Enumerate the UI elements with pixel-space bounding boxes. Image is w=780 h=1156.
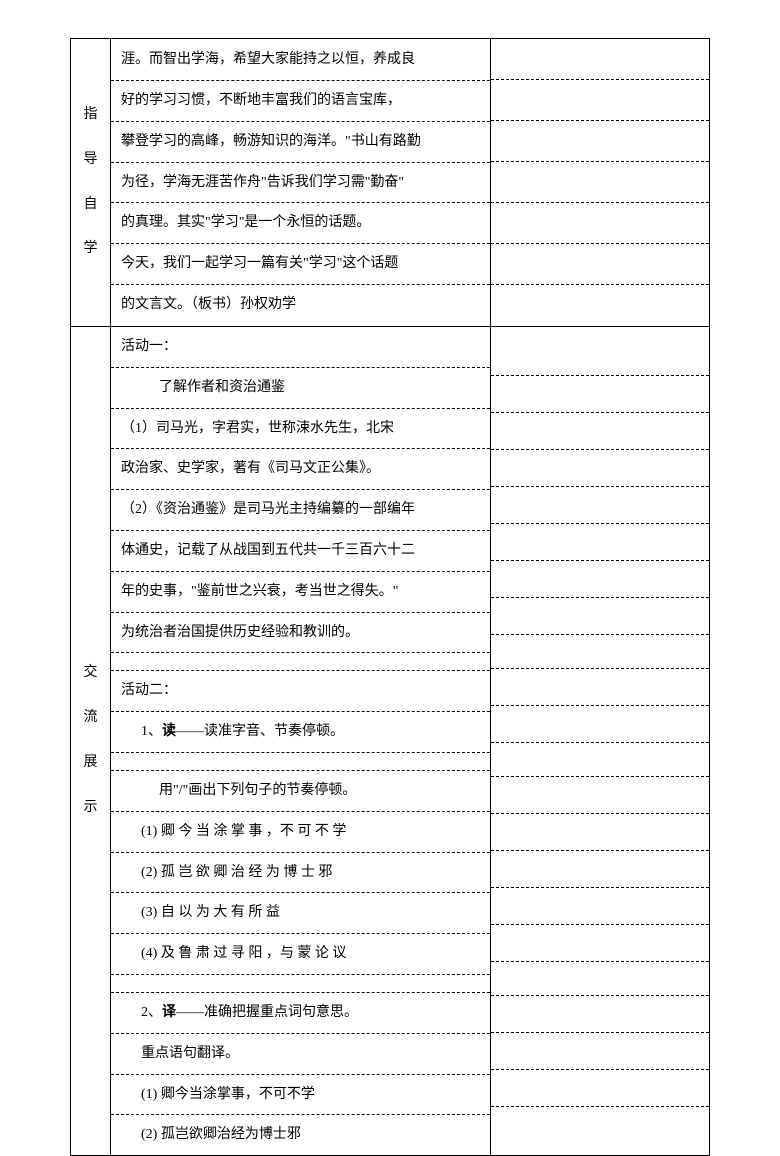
item-prefix: 1、 (141, 724, 162, 739)
right-blank (491, 244, 709, 285)
activity2-item1: 1、读——读准字音、节奏停顿。 (111, 712, 490, 753)
right-blank (491, 743, 709, 777)
right-blank (491, 80, 709, 121)
right-blank (491, 925, 709, 962)
trans-item: (1) 卿今当涂掌事，不可不学 (111, 1075, 490, 1116)
trans-title: 重点语句翻译。 (111, 1034, 490, 1075)
section1-content: 涯。而智出学海，希望大家能持之以恒，养成良 好的学习习惯，不断地丰富我们的语言宝… (111, 39, 491, 327)
item-rest: ——读准字音、节奏停顿。 (176, 724, 344, 739)
label-char: 指 (79, 93, 102, 138)
section1-label: 指 导 自 学 (71, 39, 111, 327)
right-blank (491, 376, 709, 413)
content-line: 为统治者治国提供历史经验和教训的。 (111, 613, 490, 654)
label-char: 自 (79, 183, 102, 228)
item-rest: ——准确把握重点词句意思。 (176, 1005, 358, 1020)
right-blank (491, 39, 709, 80)
pause-instruction: 用"/"画出下列句子的节奏停顿。 (111, 771, 490, 812)
empty-row (111, 753, 490, 771)
right-blank (491, 635, 709, 669)
content-line: 涯。而智出学海，希望大家能持之以恒，养成良 (111, 40, 490, 81)
content-line: 为径，学海无涯苦作舟"告诉我们学习需"勤奋" (111, 163, 490, 204)
right-blank (491, 561, 709, 598)
right-blank (491, 888, 709, 925)
section1-right (491, 39, 710, 327)
lesson-table: 指 导 自 学 涯。而智出学海，希望大家能持之以恒，养成良 好的学习习惯，不断地… (70, 38, 710, 1156)
right-blank (491, 203, 709, 244)
label-char: 交 (79, 651, 102, 696)
content-line: （2）《资治通鉴》是司马光主持编纂的一部编年 (111, 490, 490, 531)
content-line: 政治家、史学家，著有《司马文正公集》。 (111, 449, 490, 490)
right-blank (491, 1033, 709, 1070)
right-blank (491, 962, 709, 996)
right-blank (491, 339, 709, 376)
right-blank (491, 1107, 709, 1144)
right-blank (491, 669, 709, 706)
content-line: 今天，我们一起学习一篇有关"学习"这个话题 (111, 244, 490, 285)
section2-right (491, 327, 710, 1156)
right-blank (491, 777, 709, 814)
content-line: 攀登学习的高峰，畅游知识的海洋。"书山有路勤 (111, 122, 490, 163)
right-blank (491, 524, 709, 561)
activity1-subtitle: 了解作者和资治通鉴 (111, 368, 490, 409)
content-line: 年的史事，"鉴前世之兴衰，考当世之得失。" (111, 572, 490, 613)
content-line: 的文言文。（板书）孙权劝学 (111, 285, 490, 325)
activity2-item2: 2、译——准确把握重点词句意思。 (111, 993, 490, 1034)
item-prefix: 2、 (141, 1005, 162, 1020)
label-char: 导 (79, 138, 102, 183)
right-blank (491, 1070, 709, 1107)
right-blank (491, 706, 709, 743)
right-blank (491, 413, 709, 450)
trans-item: (2) 孤岂欲卿治经为博士邪 (111, 1115, 490, 1155)
pause-item: (3) 自 以 为 大 有 所 益 (111, 893, 490, 934)
content-line: （1）司马光，字君实，世称涑水先生，北宋 (111, 409, 490, 450)
section2-content: 活动一： 了解作者和资治通鉴 （1）司马光，字君实，世称涑水先生，北宋 政治家、… (111, 327, 491, 1156)
right-blank (491, 450, 709, 487)
empty-row (111, 975, 490, 993)
empty-row (111, 653, 490, 671)
label-char: 学 (79, 227, 102, 272)
pause-item: (1) 卿 今 当 涂 掌 事 ，不 可 不 学 (111, 812, 490, 853)
label-char: 示 (79, 786, 102, 831)
right-blank (491, 162, 709, 203)
content-line: 的真理。其实"学习"是一个永恒的话题。 (111, 203, 490, 244)
label-char: 流 (79, 696, 102, 741)
item-bold: 译 (162, 1005, 176, 1020)
right-blank (491, 598, 709, 635)
item-bold: 读 (162, 724, 176, 739)
right-blank (491, 814, 709, 851)
label-char: 展 (79, 741, 102, 786)
section2-label: 交 流 展 示 (71, 327, 111, 1156)
right-blank (491, 121, 709, 162)
pause-item: (2) 孤 岂 欲 卿 治 经 为 博 士 邪 (111, 853, 490, 894)
content-line: 体通史，记载了从战国到五代共一千三百六十二 (111, 531, 490, 572)
right-blank (491, 851, 709, 888)
right-blank (491, 285, 709, 326)
activity1-title: 活动一： (111, 327, 490, 368)
right-blank (491, 487, 709, 524)
right-blank (491, 996, 709, 1033)
content-line: 好的学习习惯，不断地丰富我们的语言宝库， (111, 81, 490, 122)
activity2-title: 活动二： (111, 671, 490, 712)
pause-item: (4) 及 鲁 肃 过 寻 阳 ，与 蒙 论 议 (111, 934, 490, 975)
